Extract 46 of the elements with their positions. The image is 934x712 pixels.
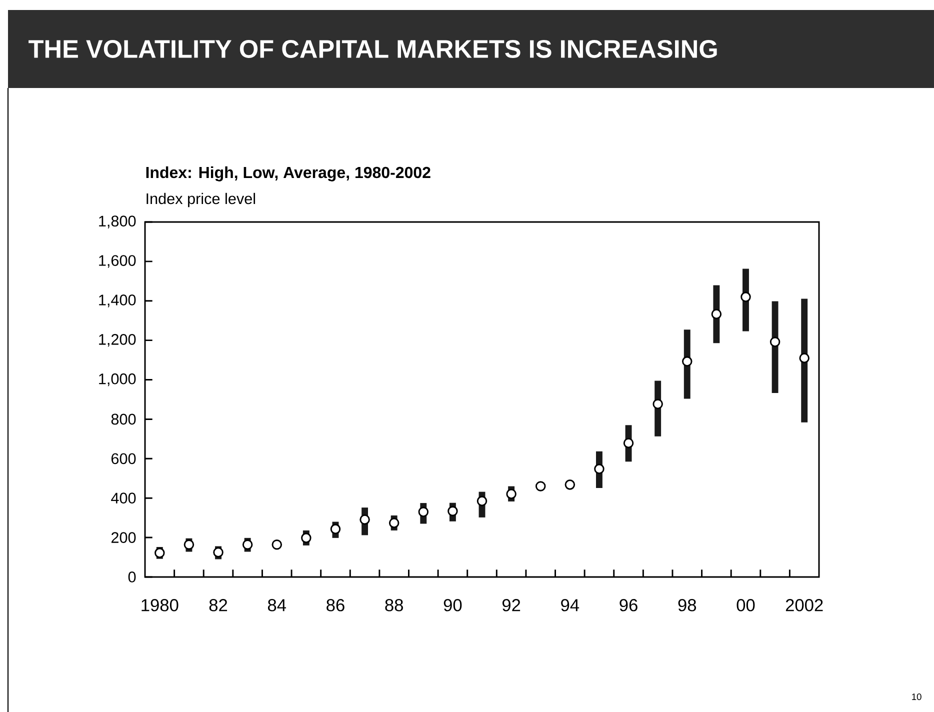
point xyxy=(388,518,400,528)
chart-subtitle: Index: High, Low, Average, 1980-2002 xyxy=(146,166,430,182)
x-tick-label: 1980 xyxy=(142,599,178,612)
text: 10 xyxy=(912,693,922,700)
point xyxy=(594,464,604,474)
y-tick-label: 1,200 xyxy=(99,334,136,347)
point xyxy=(506,488,516,500)
point xyxy=(330,524,341,534)
x-tick-label: 86 xyxy=(326,599,344,612)
point xyxy=(272,540,282,550)
x-tick-label: 2002 xyxy=(786,599,823,612)
y-axis-title: Index price level xyxy=(146,192,256,208)
point xyxy=(535,481,546,492)
y-tick-label: 200 xyxy=(111,532,136,543)
point xyxy=(682,356,692,367)
point xyxy=(564,480,576,490)
y-tick-label: 1,800 xyxy=(99,216,136,228)
x-tick-label: 92 xyxy=(502,599,520,612)
x-tick-label: 90 xyxy=(444,599,462,612)
x-tick-label: 96 xyxy=(620,599,638,612)
x-tick-label: 88 xyxy=(385,599,403,612)
point xyxy=(301,532,312,544)
y-tick-label: 1,400 xyxy=(99,294,136,308)
point xyxy=(418,506,429,518)
y-tick-label: 800 xyxy=(111,414,136,425)
y-tick-label: 400 xyxy=(111,492,136,504)
point xyxy=(476,496,488,506)
bar xyxy=(801,298,808,422)
chart-title: THE VOLATILITY OF CAPITAL MARKETS IS INCREASING xyxy=(28,40,717,58)
x-tick-label: 94 xyxy=(561,599,580,612)
point xyxy=(740,292,751,302)
x-tick-label: 84 xyxy=(268,599,286,612)
point xyxy=(448,506,458,516)
y-tick-label: 1,000 xyxy=(99,373,136,386)
point xyxy=(623,438,634,448)
point xyxy=(770,336,780,348)
point xyxy=(652,398,663,410)
y-tick-label: 600 xyxy=(111,453,136,464)
x-tick-label: 82 xyxy=(209,599,228,612)
y-tick-label: 0 xyxy=(128,572,136,582)
point xyxy=(799,352,810,364)
point xyxy=(711,308,722,320)
x-tick-label: 00 xyxy=(736,599,755,612)
point xyxy=(360,514,370,525)
y-tick-label: 1,600 xyxy=(99,255,136,268)
x-tick-label: 98 xyxy=(678,599,696,612)
